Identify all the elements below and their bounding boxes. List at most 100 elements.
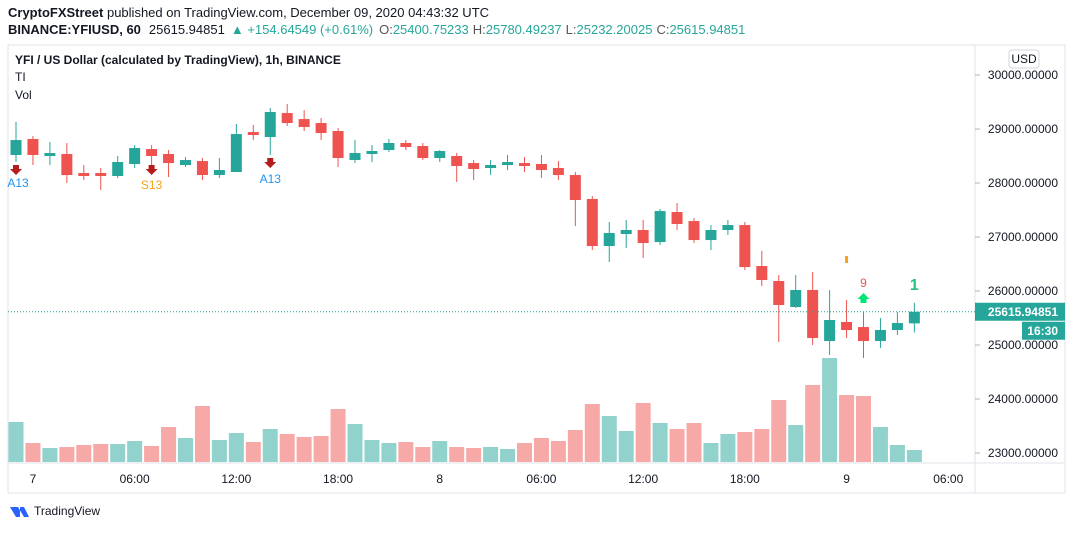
candle-body: [807, 289, 819, 338]
low-value: 25232.20025: [577, 22, 653, 37]
x-tick-label: 12:00: [221, 472, 251, 486]
x-tick-label: 06:00: [933, 472, 963, 486]
candle-body: [468, 163, 480, 170]
candle-body: [400, 143, 412, 148]
x-tick-label: 12:00: [628, 472, 658, 486]
volume-bar: [652, 423, 668, 462]
candle-body: [146, 149, 158, 157]
candle-body: [705, 229, 717, 241]
close-label: C:: [656, 22, 669, 37]
candle-body: [451, 156, 463, 167]
open-label: O:: [379, 22, 393, 37]
volume-bar: [296, 437, 312, 462]
x-tick-label: 06:00: [120, 472, 150, 486]
candle-body: [264, 112, 276, 138]
volume-bar: [398, 442, 414, 462]
volume-bar: [500, 449, 516, 462]
candle-body: [213, 170, 225, 176]
y-tick-label: 23000.00000: [988, 446, 1058, 460]
x-tick-label: 18:00: [730, 472, 760, 486]
annotation: A13: [260, 172, 282, 186]
candle-body: [417, 146, 429, 159]
volume-bar: [449, 447, 465, 462]
candle-body: [95, 173, 107, 176]
high-label: H:: [473, 22, 486, 37]
candle-body: [196, 161, 208, 176]
y-tick-label: 27000.00000: [988, 230, 1058, 244]
candle-body: [78, 173, 90, 176]
volume-bar: [347, 424, 363, 462]
volume-bar: [567, 430, 583, 462]
signal-marker: [845, 256, 849, 263]
candle-body: [281, 113, 293, 124]
annotation: 9: [860, 276, 867, 290]
volume-bar: [466, 448, 482, 462]
candle-body: [688, 221, 700, 241]
candle-body: [44, 153, 56, 157]
high-value: 25780.49237: [486, 22, 562, 37]
volume-bar: [381, 443, 397, 462]
volume-bar: [601, 416, 617, 462]
candle-body: [502, 162, 514, 166]
volume-bar: [25, 443, 41, 462]
candle-body: [586, 199, 598, 247]
candle-body: [603, 233, 615, 247]
annotation: A13: [7, 176, 29, 190]
signal-arrow: [857, 293, 870, 303]
candle-body: [10, 140, 22, 155]
candle-body: [858, 327, 869, 342]
countdown: 16:30: [1027, 324, 1058, 338]
volume-bar: [483, 447, 499, 462]
x-tick-label: 8: [436, 472, 443, 486]
x-tick-label: 7: [30, 472, 37, 486]
signal-arrow: [145, 165, 158, 175]
annotation: 1: [910, 277, 919, 294]
volume-bar: [550, 441, 566, 462]
change: ▲ +154.64549 (+0.61%): [231, 22, 373, 37]
volume-bar: [364, 440, 380, 462]
volume-bar: [262, 429, 278, 462]
quote-line: BINANCE:YFIUSD, 60 25615.94851 ▲ +154.6454…: [8, 22, 745, 37]
y-tick-label: 25000.00000: [988, 338, 1058, 352]
x-tick-label: 9: [843, 472, 850, 486]
candle-body: [349, 153, 361, 161]
volume-bar: [737, 432, 753, 462]
candle-body: [298, 119, 310, 128]
volume-bar: [76, 445, 92, 462]
volume-bar: [245, 442, 261, 462]
volume-bar: [686, 423, 702, 462]
candle-body: [569, 175, 581, 201]
indicator: TI: [15, 70, 26, 84]
last-price-label: 25615.94851: [988, 305, 1058, 319]
publisher: CryptoFXStreet: [8, 5, 104, 20]
candle-body: [519, 163, 530, 167]
y-tick-label: 29000.00000: [988, 122, 1058, 136]
currency[interactable]: USD: [1011, 52, 1037, 66]
indicator: Vol: [15, 88, 32, 102]
volume-bar: [669, 429, 685, 462]
y-tick-label: 26000.00000: [988, 284, 1058, 298]
chart-border: [7, 44, 1066, 494]
candle-body: [874, 330, 886, 342]
currency-button[interactable]: [1008, 49, 1040, 69]
low-label: L:: [566, 22, 577, 37]
candle-body: [908, 311, 920, 324]
logo-icon: [10, 507, 29, 517]
volume-bar: [110, 444, 126, 462]
volume-bar: [754, 429, 770, 462]
x-tick-label: 06:00: [526, 472, 556, 486]
countdown-tag: [1022, 321, 1065, 340]
volume-bar: [805, 385, 821, 462]
logo-text: TradingView: [34, 504, 100, 518]
publish-line: CryptoFXStreet published on TradingView.…: [8, 5, 489, 20]
volume-bar: [432, 441, 448, 462]
close-value: 25615.94851: [669, 22, 745, 37]
candle-body: [773, 281, 785, 306]
volume-bar: [584, 404, 600, 462]
candle-body: [722, 225, 734, 230]
x-tick-label: 18:00: [323, 472, 353, 486]
volume-bar: [618, 431, 634, 462]
candle-body: [739, 225, 751, 268]
